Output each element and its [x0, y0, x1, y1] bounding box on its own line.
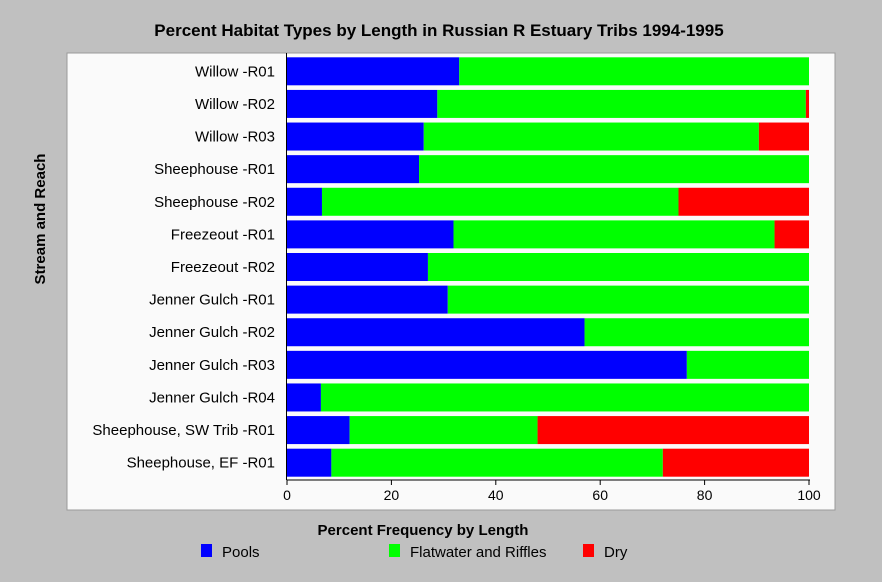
- category-label: Sheephouse -R01: [154, 161, 275, 178]
- legend-label: Dry: [604, 544, 628, 561]
- x-tick-label: 0: [283, 487, 291, 503]
- bar-segment: [447, 285, 809, 314]
- bar-segment: [537, 416, 809, 445]
- bar-segment: [287, 350, 687, 379]
- bar-segment: [287, 220, 454, 249]
- bar-segment: [419, 155, 809, 184]
- x-tick-label: 60: [592, 487, 608, 503]
- x-tick-label: 20: [384, 487, 400, 503]
- y-axis-label: Stream and Reach: [32, 154, 49, 285]
- x-tick-label: 80: [697, 487, 713, 503]
- category-label: Willow -R02: [195, 96, 275, 113]
- bar-segment: [662, 448, 809, 477]
- bars: [287, 57, 809, 477]
- chart-title: Percent Habitat Types by Length in Russi…: [154, 21, 723, 40]
- bar-segment: [287, 253, 428, 281]
- category-label: Freezeout -R02: [171, 259, 275, 276]
- category-label: Sheephouse -R02: [154, 194, 275, 211]
- bar-segment: [331, 448, 663, 477]
- bar-segment: [453, 220, 775, 249]
- legend: Pools Flatwater and Riffles Dry: [201, 544, 628, 561]
- category-label: Sheephouse, EF -R01: [127, 455, 275, 472]
- legend-swatch: [583, 544, 594, 557]
- legend-swatch: [201, 544, 212, 557]
- bar-segment: [287, 383, 321, 412]
- bar-segment: [427, 253, 809, 281]
- bar-segment: [287, 416, 350, 445]
- bar-segment: [287, 122, 424, 151]
- category-labels: Willow -R01 Willow -R02 Willow -R03 Sheepho…: [92, 63, 275, 471]
- bar-segment: [678, 187, 809, 216]
- bar-segment: [287, 89, 438, 118]
- bar-segment: [774, 220, 809, 249]
- bar-segment: [758, 122, 809, 151]
- bar-segment: [287, 187, 322, 216]
- bar-segment: [437, 89, 806, 118]
- bar-segment: [805, 89, 809, 118]
- bar-segment: [686, 350, 809, 379]
- category-label: Jenner Gulch -R01: [149, 292, 275, 309]
- x-axis-label: Percent Frequency by Length: [318, 522, 529, 539]
- bar-segment: [320, 383, 809, 412]
- bar-segment: [287, 318, 585, 347]
- category-label: Willow -R03: [195, 129, 275, 146]
- x-axis: 0 20 40 60 80 100: [283, 53, 821, 503]
- bar-segment: [321, 187, 679, 216]
- legend-label: Flatwater and Riffles: [410, 544, 546, 561]
- category-label: Freezeout -R01: [171, 226, 275, 243]
- bar-segment: [287, 285, 448, 314]
- bar-segment: [459, 57, 809, 86]
- category-label: Willow -R01: [195, 63, 275, 80]
- bar-segment: [584, 318, 809, 347]
- x-tick-label: 40: [488, 487, 504, 503]
- legend-label: Pools: [222, 544, 260, 561]
- bar-segment: [287, 155, 420, 184]
- legend-swatch: [389, 544, 400, 557]
- category-label: Jenner Gulch -R04: [149, 389, 275, 406]
- category-label: Jenner Gulch -R02: [149, 324, 275, 341]
- category-label: Sheephouse, SW Trib -R01: [92, 422, 275, 439]
- bar-segment: [349, 416, 538, 445]
- x-tick-label: 100: [797, 487, 821, 503]
- category-label: Jenner Gulch -R03: [149, 357, 275, 374]
- bar-segment: [287, 57, 460, 86]
- bar-segment: [287, 448, 332, 477]
- bar-segment: [423, 122, 759, 151]
